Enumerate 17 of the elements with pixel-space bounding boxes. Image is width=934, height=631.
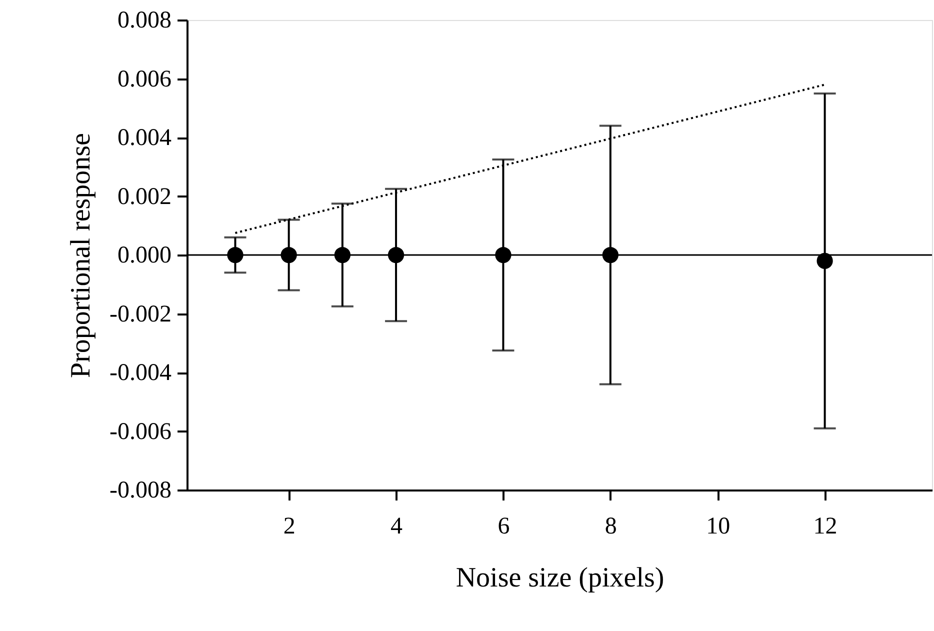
y-tick-label: 0.008 — [118, 8, 172, 34]
x-tick-label: 12 — [813, 514, 838, 540]
x-axis-title: Noise size (pixels) — [456, 562, 664, 594]
x-tick-label: 2 — [283, 514, 296, 540]
y-tick-label: 0.004 — [118, 125, 172, 151]
y-tick-label: 0.000 — [118, 242, 172, 268]
x-tick-label: 10 — [706, 514, 730, 540]
x-tick-label: 4 — [390, 514, 403, 540]
y-tick-label: -0.004 — [110, 360, 172, 386]
y-axis-title: Proportional response — [66, 133, 97, 378]
y-tick-label: -0.008 — [110, 478, 172, 504]
y-tick-label: 0.002 — [118, 184, 172, 210]
y-tick-label: -0.006 — [110, 418, 172, 445]
x-tick-label: 8 — [604, 514, 617, 540]
x-tick-label: 6 — [498, 514, 510, 540]
y-tick-label: -0.002 — [110, 301, 172, 328]
y-tick-label: 0.006 — [118, 66, 172, 92]
